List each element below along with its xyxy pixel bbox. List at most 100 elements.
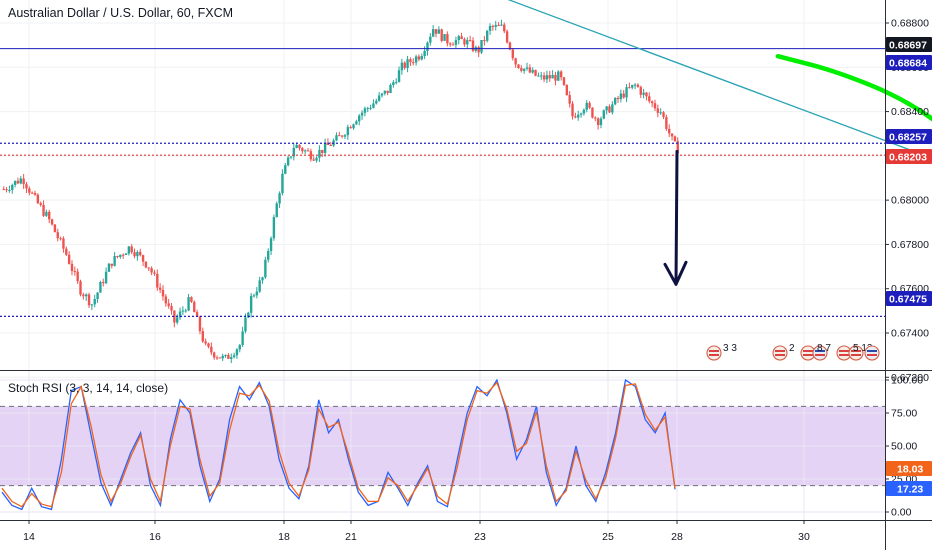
candle-body (224, 354, 227, 356)
candle-body (244, 317, 247, 332)
candle-body (227, 354, 230, 359)
candle-body (542, 75, 546, 80)
us-flag-icon[interactable] (772, 345, 788, 361)
candle-body (28, 188, 31, 193)
us-flag-icon-stripe (851, 354, 861, 356)
price-label: 0.68257 (889, 132, 927, 144)
us-flag-icon[interactable] (706, 345, 722, 361)
candle-body (329, 144, 332, 146)
candle-body (480, 39, 483, 53)
candle-body (645, 92, 648, 97)
rsi-tick-label: 75.00 (891, 408, 917, 420)
candle-body (591, 107, 594, 118)
candle-body (460, 36, 463, 40)
candle-body (281, 173, 284, 194)
candle-body (517, 64, 520, 69)
candle-body (582, 109, 586, 114)
candle-body (642, 92, 645, 95)
us-flag-icon-stripe (709, 354, 719, 356)
candle-body (369, 107, 372, 109)
candle-body (295, 144, 298, 148)
candle-body (84, 294, 88, 297)
candle-body (389, 84, 392, 93)
candle-body (42, 204, 45, 216)
candle-body (141, 255, 145, 262)
candle-body (568, 95, 571, 104)
candle-body (366, 108, 369, 110)
candle-body (639, 87, 642, 95)
candle-body (420, 56, 423, 60)
rsi-title: Stoch RSI (3, 3, 14, 14, close) (8, 381, 169, 395)
candle-body (616, 97, 620, 100)
price-tick-label: 0.67800 (891, 239, 929, 251)
candle-body (212, 352, 216, 358)
candle-body (386, 90, 389, 93)
candle-body (349, 127, 352, 129)
candle-body (355, 121, 358, 125)
candle-body (528, 67, 532, 73)
candle-body (412, 62, 415, 64)
candle-body (301, 148, 304, 152)
candle-body (554, 74, 557, 81)
candle-body (648, 96, 651, 102)
candle-body (483, 39, 486, 41)
candle-body (161, 289, 165, 297)
candle-body (491, 26, 495, 28)
price-label: 0.67475 (889, 294, 927, 306)
candle-body (338, 135, 341, 137)
us-flag-icon-stripe (839, 354, 849, 356)
candle-body (343, 135, 347, 137)
price-label: 0.68684 (889, 58, 927, 70)
candle-body (33, 192, 37, 195)
candle-body (613, 97, 617, 105)
candle-body (537, 75, 540, 77)
au-flag-icon[interactable] (864, 345, 880, 361)
candle-body (252, 295, 256, 297)
down-arrow-shaft[interactable] (674, 149, 679, 286)
trendline[interactable] (500, 0, 932, 206)
price-tick-label: 0.68800 (891, 18, 929, 30)
candle-body (309, 151, 313, 160)
candle-body (178, 311, 182, 318)
candle-body (318, 149, 321, 158)
candle-body (522, 68, 526, 71)
candle-body (187, 297, 190, 311)
candle-body (659, 112, 662, 114)
candle-body (668, 128, 671, 134)
candle-body (400, 62, 404, 71)
projection-curve[interactable] (775, 53, 932, 242)
us-flag-icon[interactable] (848, 345, 864, 361)
candle-body (201, 331, 204, 342)
price-tick-label: 0.68000 (891, 195, 929, 207)
candle-body (457, 36, 460, 41)
candle-body (167, 303, 170, 307)
candle-body (335, 135, 338, 141)
candle-body (588, 102, 591, 108)
candle-body (181, 310, 185, 312)
candle-body (215, 357, 219, 359)
candle-body (545, 75, 549, 80)
candle-body (565, 84, 569, 96)
candle-body (323, 142, 327, 153)
candle-body (628, 87, 631, 89)
candle-body (170, 306, 173, 311)
down-arrow-head[interactable] (663, 260, 688, 286)
candle-body (261, 277, 264, 281)
candle-body (551, 74, 554, 79)
candle-body (150, 268, 153, 273)
au-flag-icon[interactable] (812, 345, 828, 361)
candle-body (82, 294, 85, 297)
candle-body (403, 62, 406, 68)
candle-body (360, 112, 364, 116)
time-tick-label: 21 (345, 531, 357, 543)
candle-body (53, 224, 57, 233)
candle-body (397, 70, 401, 83)
price-label-box (886, 129, 932, 144)
candle-body (158, 287, 162, 290)
us-flag-icon-stripe (775, 354, 785, 356)
candle-body (303, 150, 307, 152)
candle-body (198, 316, 202, 332)
candle-body (383, 90, 387, 94)
candle-body (534, 69, 537, 76)
